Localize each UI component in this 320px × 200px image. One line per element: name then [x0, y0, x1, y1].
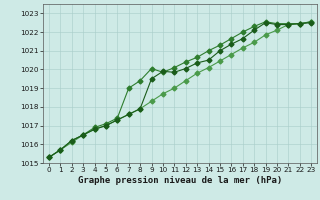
X-axis label: Graphe pression niveau de la mer (hPa): Graphe pression niveau de la mer (hPa) [78, 176, 282, 185]
